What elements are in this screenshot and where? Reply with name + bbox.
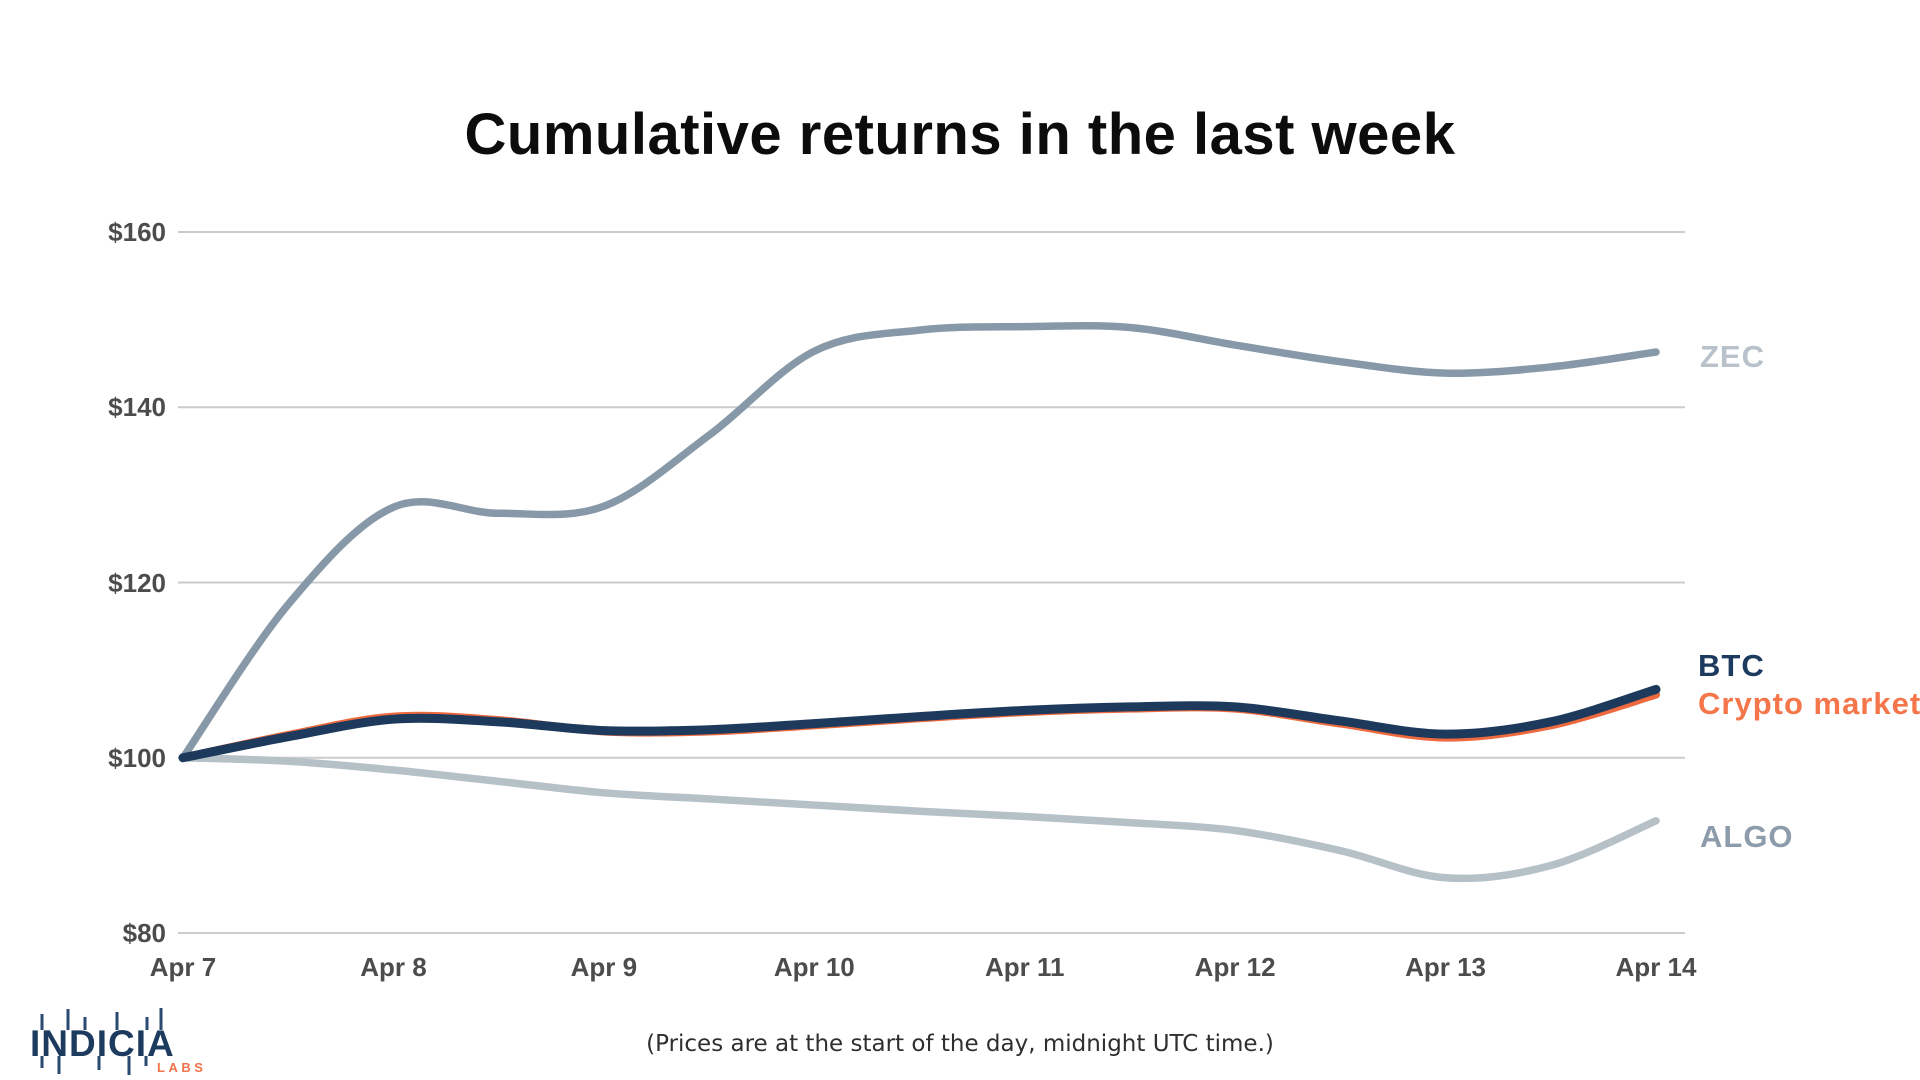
x-tick-label: Apr 11 — [984, 952, 1065, 982]
x-tick-label: Apr 13 — [1405, 952, 1487, 982]
series-label-crypto-market: Crypto market — [1698, 686, 1920, 721]
series-label-algo: ALGO — [1700, 819, 1794, 854]
x-tick-label: Apr 12 — [1194, 952, 1276, 982]
x-tick-label: Apr 14 — [1615, 952, 1697, 982]
chart-title: Cumulative returns in the last week — [464, 102, 1456, 167]
series-line-crypto-market — [179, 690, 1660, 762]
logo-sub-wordmark: LABS — [157, 1060, 206, 1075]
x-tick-label: Apr 8 — [360, 952, 427, 982]
indicia-labs-logo: INDICIA LABS — [30, 1008, 206, 1075]
series-label-zec: ZEC — [1700, 339, 1765, 374]
series-line-zec — [179, 321, 1660, 762]
series-line-algo — [179, 754, 1660, 883]
y-tick-label: $100 — [108, 742, 166, 773]
y-tick-label: $140 — [108, 392, 166, 423]
candlestick-wicks — [40, 1008, 163, 1075]
series-line-btc — [178, 684, 1661, 763]
series-label-btc: BTC — [1698, 648, 1765, 683]
y-tick-label: $80 — [122, 918, 166, 948]
price-timing-note: (Prices are at the start of the day, mid… — [646, 1031, 1274, 1057]
y-tick-label: $160 — [108, 217, 166, 247]
x-tick-label: Apr 7 — [149, 952, 217, 982]
y-tick-label: $120 — [108, 567, 166, 598]
x-tick-label: Apr 9 — [570, 952, 638, 982]
x-tick-label: Apr 10 — [773, 952, 855, 982]
logo-wordmark: INDICIA — [30, 1023, 175, 1064]
